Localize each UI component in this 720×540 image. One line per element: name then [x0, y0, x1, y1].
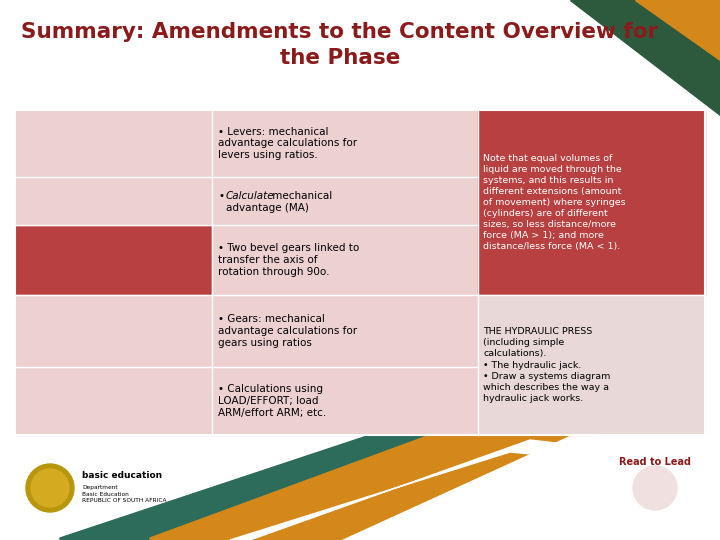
Text: mechanical: mechanical — [269, 191, 332, 201]
Bar — [212, 225, 478, 295]
Polygon shape — [230, 440, 720, 540]
Bar — [212, 295, 478, 367]
Bar — [478, 110, 705, 295]
Bar — [15, 367, 212, 435]
Polygon shape — [570, 0, 720, 115]
Bar — [15, 177, 212, 225]
Bar — [0, 435, 720, 540]
Bar — [212, 177, 478, 225]
Text: Note that equal volumes of
liquid are moved through the
systems, and this result: Note that equal volumes of liquid are mo… — [483, 153, 626, 252]
Bar — [15, 295, 212, 367]
Polygon shape — [635, 0, 720, 60]
Circle shape — [26, 464, 74, 512]
Text: advantage (MA): advantage (MA) — [226, 203, 309, 213]
Text: •: • — [218, 191, 224, 201]
Text: the Phase: the Phase — [280, 48, 400, 68]
Text: • Levers: mechanical
advantage calculations for
levers using ratios.: • Levers: mechanical advantage calculati… — [218, 127, 357, 160]
Bar — [212, 367, 478, 435]
Text: Read to Lead: Read to Lead — [619, 457, 691, 467]
Bar — [0, 0, 720, 110]
Polygon shape — [150, 435, 570, 540]
Bar — [15, 225, 212, 295]
Text: Calculate: Calculate — [226, 191, 274, 201]
Circle shape — [633, 466, 677, 510]
Polygon shape — [380, 435, 720, 540]
Text: • Calculations using
LOAD/EFFORT; load
ARM/effort ARM; etc.: • Calculations using LOAD/EFFORT; load A… — [218, 384, 326, 417]
Bar — [15, 110, 705, 435]
Polygon shape — [60, 435, 480, 540]
Text: • Two bevel gears linked to
transfer the axis of
rotation through 90o.: • Two bevel gears linked to transfer the… — [218, 244, 359, 276]
Text: basic education: basic education — [82, 471, 162, 481]
Text: • Gears: mechanical
advantage calculations for
gears using ratios: • Gears: mechanical advantage calculatio… — [218, 314, 357, 348]
Circle shape — [31, 469, 69, 507]
Text: Department
Basic Education
REPUBLIC OF SOUTH AFRICA: Department Basic Education REPUBLIC OF S… — [82, 485, 166, 503]
Text: Summary: Amendments to the Content Overview for: Summary: Amendments to the Content Overv… — [22, 22, 659, 42]
Bar — [15, 110, 212, 177]
Bar — [212, 110, 478, 177]
Bar — [478, 295, 705, 435]
Text: THE HYDRAULIC PRESS
(including simple
calculations).
• The hydraulic jack.
• Dra: THE HYDRAULIC PRESS (including simple ca… — [483, 327, 611, 403]
